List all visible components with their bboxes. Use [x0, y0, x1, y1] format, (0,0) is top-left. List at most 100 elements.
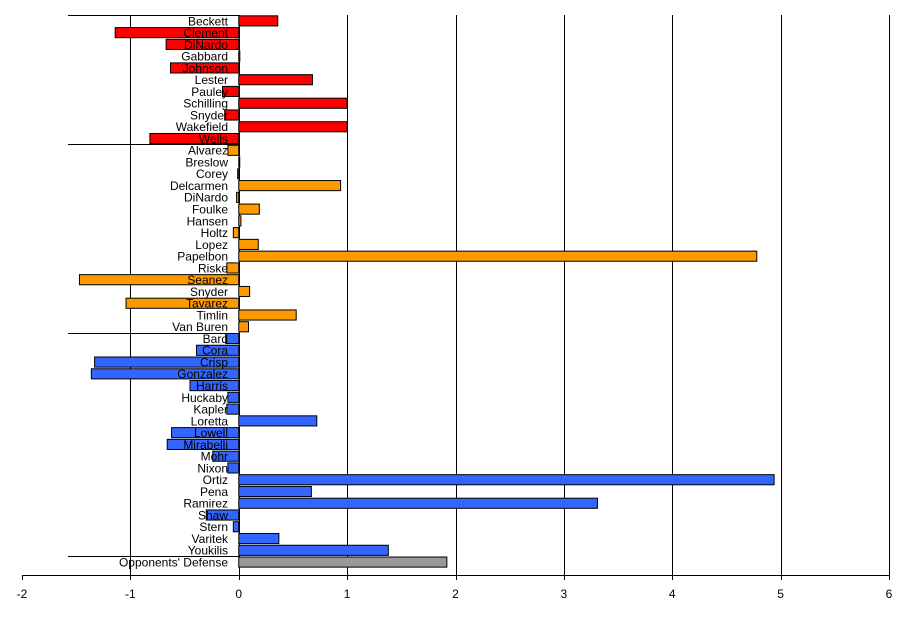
category-label-orange-12: Snyder: [190, 285, 228, 299]
bar-orange-12: [238, 285, 251, 298]
category-label-red-5: Lester: [195, 73, 228, 87]
bar-orange-7: [232, 227, 240, 239]
category-label-red-0: Beckett: [188, 14, 229, 28]
bar-orange-14: [238, 309, 297, 321]
category-label-blue-5: Huckaby: [181, 391, 228, 405]
category-label-orange-13: Tavarez: [186, 297, 228, 311]
bar-blue-5: [227, 391, 240, 403]
bar-blue-10: [212, 450, 240, 462]
bar-blue-3: [90, 368, 240, 380]
category-label-blue-11: Nixon: [197, 461, 228, 475]
category-label-blue-1: Cora: [202, 344, 228, 358]
category-label-orange-2: Corey: [196, 167, 228, 181]
category-label-red-9: Wakefield: [176, 120, 228, 134]
category-label-blue-4: Harris: [196, 379, 228, 393]
bar-red-9: [238, 121, 348, 133]
category-label-red-6: Pauley: [191, 85, 228, 99]
bar-blue-8: [171, 427, 240, 439]
category-label-blue-14: Ramirez: [183, 497, 228, 511]
bar-blue-17: [238, 532, 280, 545]
x-tick-label-7: 5: [777, 587, 784, 601]
x-tick-label-3: 1: [344, 587, 351, 601]
category-label-blue-17: Varitek: [192, 532, 229, 546]
bar-orange-9: [238, 250, 758, 262]
bar-blue-12: [238, 474, 775, 486]
bar-blue-7: [238, 415, 318, 427]
category-label-orange-9: Papelbon: [177, 250, 228, 264]
bar-blue-9: [166, 438, 240, 450]
category-label-blue-0: Bard: [203, 332, 228, 346]
category-label-orange-15: Van Buren: [172, 320, 228, 334]
category-label-orange-3: Delcarmen: [170, 179, 228, 193]
bar-orange-3: [238, 180, 342, 192]
bar-orange-0: [227, 144, 240, 156]
x-tick-label-6: 4: [669, 587, 676, 601]
category-label-blue-8: Lowell: [194, 426, 228, 440]
bar-orange-2: [237, 168, 240, 180]
bar-blue-14: [238, 497, 598, 509]
category-label-blue-9: Mirabelli: [183, 438, 228, 452]
category-label-blue-7: Loretta: [191, 414, 229, 428]
category-label-red-1: Clement: [183, 26, 228, 40]
bar-blue-16: [232, 521, 240, 533]
bar-blue-6: [226, 403, 240, 415]
category-label-orange-0: Alvarez: [188, 144, 228, 158]
category-label-blue-18: Youkilis: [188, 544, 228, 558]
bar-red-7: [238, 97, 348, 109]
bar-orange-8: [238, 238, 259, 250]
x-tick-label-0: -2: [17, 587, 28, 601]
x-tick-label-4: 2: [452, 587, 459, 601]
bar-red-10: [149, 132, 240, 145]
bar-red-3: [238, 50, 241, 62]
category-label-orange-6: Hansen: [187, 214, 228, 228]
bar-red-6: [221, 85, 240, 98]
category-label-blue-16: Stern: [199, 520, 228, 534]
category-label-blue-12: Ortiz: [203, 473, 228, 487]
x-tick-label-2: 0: [235, 587, 242, 601]
category-label-orange-11: Seanez: [187, 273, 228, 287]
category-label-blue-13: Pena: [200, 485, 228, 499]
category-label-orange-10: Riske: [198, 261, 228, 275]
group-separators: [68, 15, 240, 557]
bar-blue-4: [189, 380, 240, 392]
category-label-orange-14: Timlin: [196, 308, 228, 322]
category-label-blue-10: Mohr: [201, 450, 228, 464]
category-label-orange-1: Breslow: [185, 155, 228, 169]
bar-blue-18: [238, 544, 389, 556]
bars: [78, 15, 775, 568]
category-label-blue-2: Crisp: [200, 355, 228, 369]
category-label-orange-7: Holtz: [201, 226, 228, 240]
bar-red-2: [165, 38, 240, 50]
bar-blue-0: [225, 332, 240, 345]
category-label-blue-15: Shaw: [198, 508, 228, 522]
x-tick-label-8: 6: [886, 587, 893, 601]
bar-blue-11: [227, 462, 240, 474]
bar-orange-6: [238, 215, 242, 227]
bar-red-8: [224, 109, 240, 121]
bar-blue-13: [238, 485, 312, 498]
category-label-blue-3: Gonzalez: [177, 367, 228, 381]
category-label-red-3: Gabbard: [181, 50, 228, 64]
bar-orange-15: [238, 321, 249, 333]
bar-orange-1: [238, 156, 241, 168]
bar-orange-13: [125, 297, 240, 309]
bar-blue-1: [195, 344, 240, 356]
category-label-red-10: Wells: [199, 132, 228, 146]
bar-red-0: [238, 15, 279, 27]
bar-blue-15: [205, 509, 240, 521]
bar-red-4: [169, 62, 240, 74]
category-label-red-4: Johnson: [183, 61, 228, 75]
bar-orange-4: [236, 191, 240, 203]
bar-red-1: [114, 27, 240, 39]
category-label-orange-4: DiNardo: [184, 191, 228, 205]
category-label-red-7: Schilling: [183, 97, 228, 111]
x-tick-label-1: -1: [125, 587, 136, 601]
category-label-red-8: Snyder: [190, 108, 228, 122]
category-label-orange-8: Lopez: [195, 238, 228, 252]
bar-gray-0: [238, 556, 448, 568]
category-label-gray-0: Opponents' Defense: [119, 555, 228, 569]
x-axis-ticks: -2 -1 0 1 2 3 4 5 6: [17, 575, 893, 601]
bar-orange-10: [226, 262, 240, 274]
